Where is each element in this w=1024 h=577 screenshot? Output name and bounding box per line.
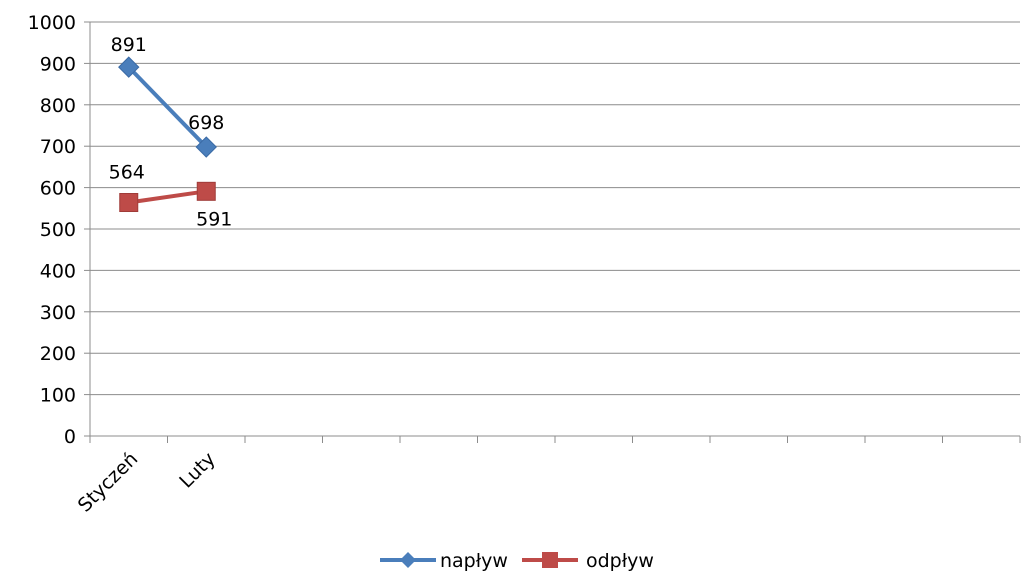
legend: napływ odpływ	[380, 550, 654, 572]
data-label: 591	[196, 208, 232, 230]
y-tick-label: 300	[40, 302, 76, 324]
data-point-marker	[119, 193, 139, 213]
legend-item-1: odpływ	[522, 550, 654, 572]
legend-label: odpływ	[586, 550, 654, 572]
y-tick-label: 100	[40, 385, 76, 407]
data-label: 891	[111, 34, 147, 56]
data-point-marker	[196, 181, 216, 201]
y-tick-label: 400	[40, 260, 76, 282]
y-axis-tick-labels: 0 100 200 300 400 500 600 700 800 900 1000	[28, 12, 76, 448]
series-line-1	[128, 189, 207, 205]
y-tick-label: 700	[40, 136, 76, 158]
x-tick-label: Styczeń	[74, 448, 143, 517]
data-labels: 891 698 564 591	[109, 34, 233, 230]
data-label: 698	[188, 112, 224, 134]
axes	[84, 21, 1021, 443]
legend-swatch-marker	[400, 552, 416, 568]
data-point-marker	[118, 56, 140, 78]
y-tick-label: 500	[40, 219, 76, 241]
y-tick-label: 200	[40, 343, 76, 365]
x-tick-label: Luty	[175, 448, 220, 493]
y-tick-label: 900	[40, 53, 76, 75]
series-line-0	[127, 65, 208, 149]
y-tick-label: 800	[40, 95, 76, 117]
gridlines	[90, 21, 1020, 396]
y-tick-label: 1000	[28, 12, 76, 34]
data-point-marker	[195, 136, 217, 158]
legend-swatch-marker	[542, 552, 558, 568]
legend-label: napływ	[440, 550, 508, 572]
y-tick-label: 600	[40, 178, 76, 200]
y-tick-label: 0	[64, 426, 76, 448]
series-group	[118, 56, 217, 213]
x-axis-tick-labels: Styczeń Luty	[74, 448, 220, 517]
data-label: 564	[109, 162, 145, 184]
legend-item-0: napływ	[380, 550, 508, 572]
